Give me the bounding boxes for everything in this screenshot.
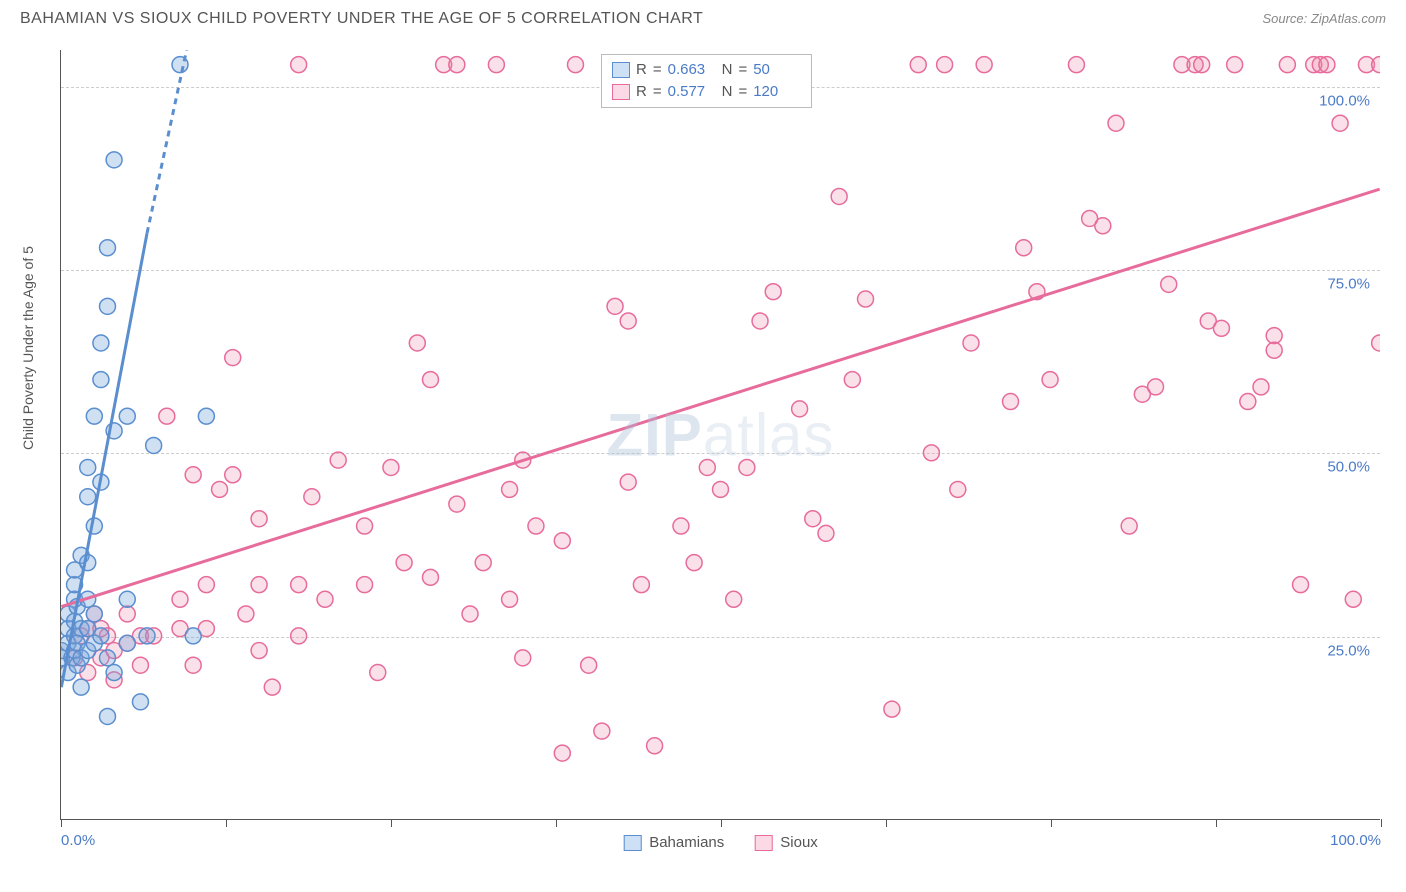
x-tick-mark xyxy=(61,819,62,827)
bahamians-label: Bahamians xyxy=(649,834,724,851)
sioux-swatch-icon xyxy=(754,835,772,851)
x-tick-mark xyxy=(1216,819,1217,827)
x-tick-label: 0.0% xyxy=(61,832,95,849)
legend-item-sioux: Sioux xyxy=(754,834,818,851)
source-attribution: Source: ZipAtlas.com xyxy=(1262,10,1386,28)
scatter-plot-svg xyxy=(61,50,1380,819)
legend-row-sioux: R = 0.577 N = 120 xyxy=(612,81,801,103)
n-label: N xyxy=(722,81,733,103)
legend-item-bahamians: Bahamians xyxy=(623,834,724,851)
sioux-swatch-icon xyxy=(612,84,630,100)
chart-plot-area: ZIPatlas R = 0.663 N = 50 R = 0.577 N = … xyxy=(60,50,1380,820)
x-tick-mark xyxy=(556,819,557,827)
x-tick-mark xyxy=(886,819,887,827)
correlation-legend: R = 0.663 N = 50 R = 0.577 N = 120 xyxy=(601,54,812,108)
sioux-label: Sioux xyxy=(780,834,818,851)
x-tick-mark xyxy=(391,819,392,827)
source-name: ZipAtlas.com xyxy=(1311,11,1386,26)
bahamians-swatch-icon xyxy=(623,835,641,851)
x-tick-mark xyxy=(226,819,227,827)
bahamians-n-value: 50 xyxy=(753,59,801,81)
y-axis-label: Child Poverty Under the Age of 5 xyxy=(20,246,36,450)
x-tick-label: 100.0% xyxy=(1330,832,1381,849)
x-tick-mark xyxy=(1051,819,1052,827)
equals-sign: = xyxy=(653,81,662,103)
x-tick-mark xyxy=(1381,819,1382,827)
equals-sign: = xyxy=(653,59,662,81)
chart-title: BAHAMIAN VS SIOUX CHILD POVERTY UNDER TH… xyxy=(20,10,703,28)
r-label: R xyxy=(636,59,647,81)
legend-row-bahamians: R = 0.663 N = 50 xyxy=(612,59,801,81)
source-label: Source: xyxy=(1262,11,1310,26)
sioux-r-value: 0.577 xyxy=(668,81,716,103)
series-legend: Bahamians Sioux xyxy=(623,834,818,851)
r-label: R xyxy=(636,81,647,103)
x-tick-mark xyxy=(721,819,722,827)
bahamians-r-value: 0.663 xyxy=(668,59,716,81)
bahamians-swatch-icon xyxy=(612,62,630,78)
equals-sign: = xyxy=(738,81,747,103)
n-label: N xyxy=(722,59,733,81)
equals-sign: = xyxy=(738,59,747,81)
sioux-n-value: 120 xyxy=(753,81,801,103)
